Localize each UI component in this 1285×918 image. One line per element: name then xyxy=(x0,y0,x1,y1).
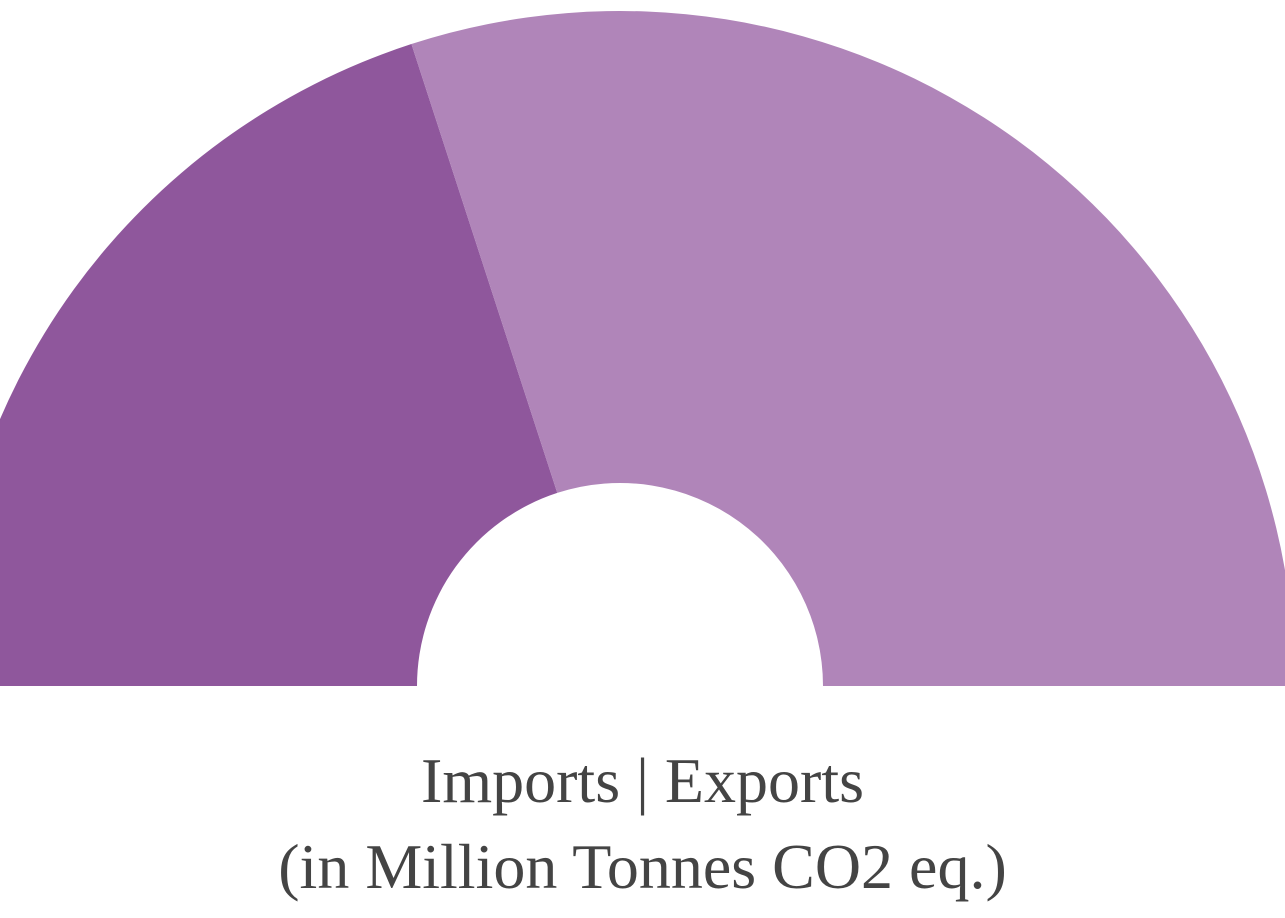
caption-line-categories: Imports | Exports xyxy=(421,745,864,816)
caption-line-units: (in Million Tonnes CO2 eq.) xyxy=(278,831,1007,902)
slices-group xyxy=(0,11,1285,686)
chart-caption: Imports | Exports (in Million Tonnes CO2… xyxy=(0,738,1285,910)
slice-imports[interactable] xyxy=(0,44,558,686)
slice-exports[interactable] xyxy=(411,11,1285,686)
half-donut-chart xyxy=(0,11,1285,686)
